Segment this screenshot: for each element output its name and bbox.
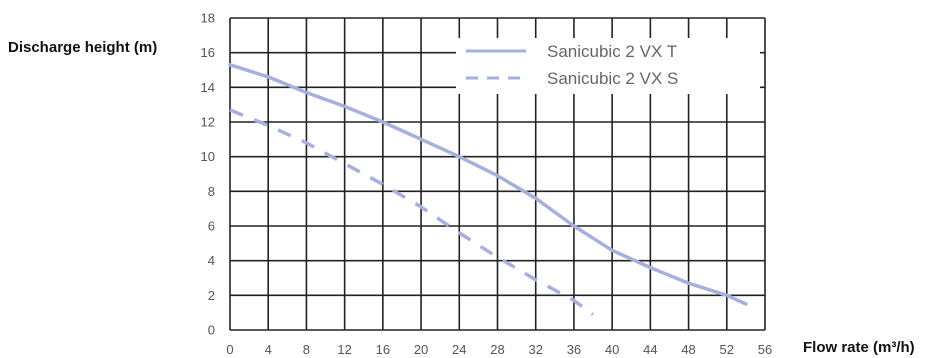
series-line-solid [228, 63, 748, 306]
series-line-dashed [229, 108, 595, 316]
x-tick-label-7: 28 [490, 342, 504, 357]
y-tick-label-4: 8 [208, 184, 215, 199]
y-tick-label-5: 10 [201, 149, 215, 164]
y-tick-label-3: 6 [208, 219, 215, 234]
legend-label-solid: Sanicubic 2 VX T [547, 42, 677, 61]
y-axis-title: Discharge height (m) [8, 39, 157, 56]
x-tick-label-14: 56 [758, 342, 772, 357]
x-tick-label-8: 32 [528, 342, 542, 357]
x-tick-label-5: 20 [414, 342, 428, 357]
legend: Sanicubic 2 VX T Sanicubic 2 VX S [456, 38, 760, 94]
y-tick-label-8: 16 [201, 45, 215, 60]
x-tick-label-1: 4 [265, 342, 272, 357]
x-tick-label-9: 36 [567, 342, 581, 357]
y-tick-label-6: 12 [201, 115, 215, 130]
x-tick-label-2: 8 [303, 342, 310, 357]
y-tick-label-1: 2 [208, 288, 215, 303]
x-tick-label-6: 24 [452, 342, 466, 357]
legend-label-dashed: Sanicubic 2 VX S [547, 69, 678, 88]
x-tick-label-4: 16 [376, 342, 390, 357]
x-tick-label-0: 0 [226, 342, 233, 357]
x-axis-title: Flow rate (m³/h) [803, 339, 915, 356]
x-tick-label-3: 12 [337, 342, 351, 357]
series-lines [228, 63, 748, 316]
tick-labels: 0 4 8 12 16 20 24 28 32 36 40 44 48 52 560246810121416… [201, 11, 773, 358]
y-tick-label-0: 0 [208, 323, 215, 338]
x-tick-label-10: 40 [605, 342, 619, 357]
y-tick-label-7: 14 [201, 80, 215, 95]
y-tick-label-9: 18 [201, 11, 215, 26]
x-tick-label-11: 44 [643, 342, 657, 357]
x-tick-label-12: 48 [681, 342, 695, 357]
legend-background [456, 38, 760, 94]
y-tick-label-2: 4 [208, 253, 215, 268]
x-tick-label-13: 52 [720, 342, 734, 357]
